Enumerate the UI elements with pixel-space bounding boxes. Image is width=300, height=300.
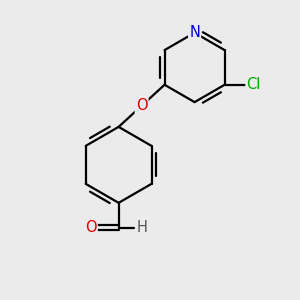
- Text: O: O: [85, 220, 97, 235]
- Text: O: O: [136, 98, 147, 113]
- Text: N: N: [189, 25, 200, 40]
- Text: H: H: [136, 220, 147, 235]
- Text: Cl: Cl: [247, 77, 261, 92]
